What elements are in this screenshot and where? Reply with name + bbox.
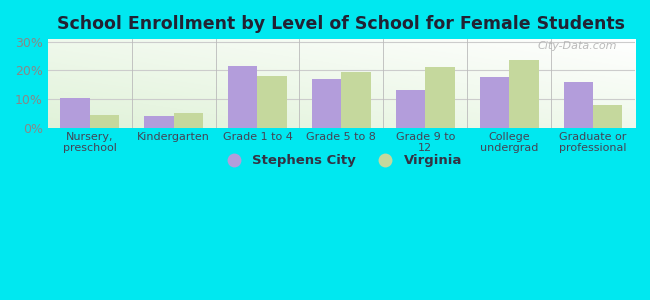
Legend: Stephens City, Virginia: Stephens City, Virginia xyxy=(215,149,467,172)
Bar xyxy=(341,72,370,128)
Bar xyxy=(312,79,341,128)
Bar xyxy=(144,116,174,128)
Bar xyxy=(564,82,593,128)
Title: School Enrollment by Level of School for Female Students: School Enrollment by Level of School for… xyxy=(57,15,625,33)
Bar xyxy=(593,105,623,128)
Bar xyxy=(480,77,509,128)
Bar xyxy=(509,60,538,128)
Text: City-Data.com: City-Data.com xyxy=(538,41,617,51)
Bar xyxy=(60,98,90,128)
Bar xyxy=(396,90,425,128)
Bar xyxy=(425,68,454,128)
Bar xyxy=(257,76,287,128)
Bar xyxy=(228,66,257,128)
Bar xyxy=(174,113,203,128)
Bar xyxy=(90,115,119,128)
